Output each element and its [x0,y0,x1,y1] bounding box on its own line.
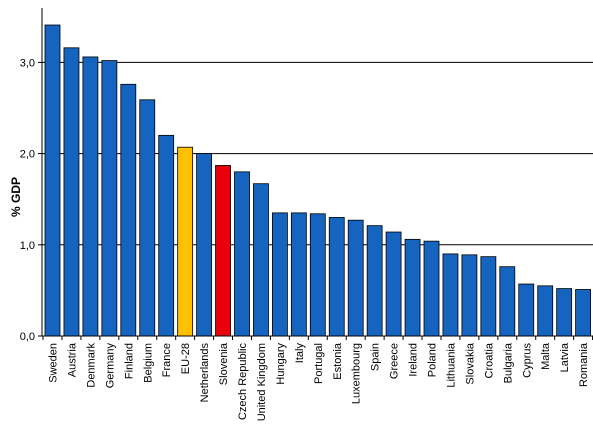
x-category-label: Hungary [275,343,287,385]
x-category-label: Slovenia [218,342,230,385]
bar-spain [366,225,383,337]
y-tick-label: 2,0 [20,149,35,161]
x-category-label: Poland [427,343,439,377]
bar-ireland [404,238,421,337]
x-category-label: Denmark [85,343,97,388]
x-category-label: France [161,343,173,377]
x-category-label: Cyprus [521,343,533,378]
x-category-label: EU-28 [180,343,192,374]
x-category-label: Latvia [559,342,571,372]
x-category-label: Belgium [142,343,154,383]
bar-lithuania [442,253,459,337]
bar-portugal [309,213,326,337]
x-category-label: Bulgaria [502,342,514,383]
bar-germany [101,60,118,337]
x-category-label: Estonia [332,342,344,380]
x-category-label: Spain [370,343,382,371]
bar-denmark [82,56,99,337]
x-category-label: Netherlands [199,343,211,403]
bar-united-kingdom [253,183,269,337]
x-category-label: Finland [123,343,135,379]
x-category-label: Italy [294,343,306,364]
bar-slovakia [461,254,478,337]
x-category-label: Portugal [313,343,325,384]
bar-finland [120,83,137,337]
x-category-label: Greece [389,343,401,379]
bar-poland [423,240,440,337]
y-tick-labels: 0,0 1,0 2,0 3,0 [20,57,35,343]
bar-france [158,134,175,337]
bar-croatia [480,256,497,337]
bar-austria [63,47,80,337]
bar-sweden [44,24,61,337]
x-category-label: Malta [540,342,552,370]
x-category-label: Ireland [408,343,420,377]
bar-belgium [139,99,156,337]
x-category-label: Czech Republic [237,343,249,421]
y-tick-label: 3,0 [20,57,35,69]
x-category-label: Germany [104,343,116,389]
bar-latvia [556,288,573,337]
x-category-label: Sweden [48,343,60,383]
x-category-label: Slovakia [464,342,476,384]
x-category-label: Austria [66,342,78,377]
bar-estonia [328,217,345,337]
x-category-label: Luxembourg [351,343,363,404]
bar-slovenia [215,165,231,337]
x-category-label: Lithuania [445,342,457,388]
y-tick-label: 0,0 [20,331,35,343]
x-category-label: United Kingdom [256,343,268,421]
bar-eu-28 [177,146,194,337]
bar-cyprus [518,283,535,337]
bar-hungary [271,212,288,337]
bar-bulgaria [499,266,516,337]
x-category-label: Croatia [483,342,495,378]
bar-malta [537,285,554,337]
x-category-labels: Sweden Austria Denmark Germany Finland Belgiu… [48,342,591,421]
bar-greece [385,231,402,337]
bar-romania [575,289,591,337]
bar-luxembourg [347,219,364,337]
bars [44,24,591,337]
bar-italy [290,212,307,337]
bar-czech-republic [234,171,250,337]
bar-netherlands [196,153,213,337]
x-category-label: Romania [578,342,590,387]
y-axis-title: % GDP [9,177,23,217]
y-tick-label: 1,0 [20,240,35,252]
